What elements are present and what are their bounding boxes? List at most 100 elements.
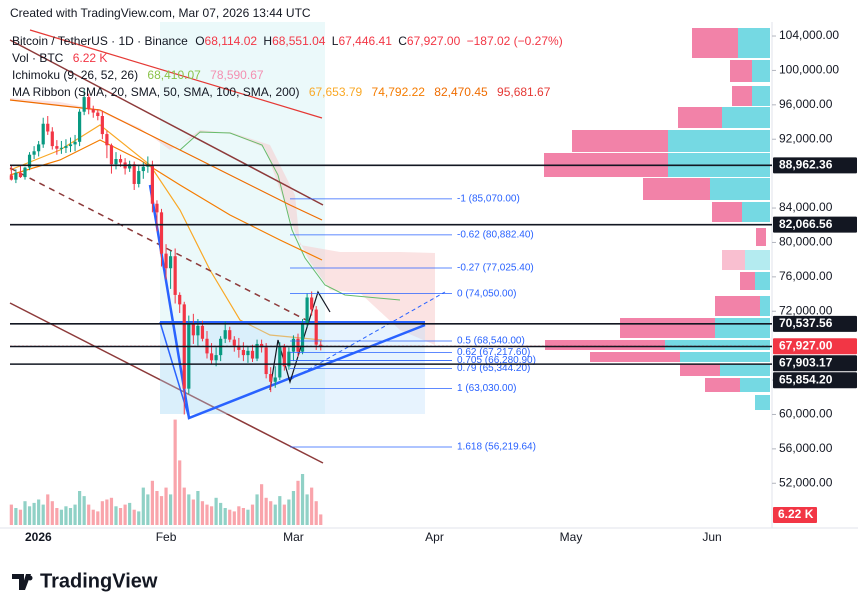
ichimoku-value: 78,590.67 — [210, 68, 264, 82]
volume-bar — [300, 474, 305, 525]
volume-bar — [14, 508, 18, 525]
volume-bar — [96, 511, 100, 525]
volume-tag — [773, 507, 817, 523]
candle-body — [269, 374, 273, 382]
candle-body — [191, 324, 195, 336]
candle-body — [32, 151, 36, 155]
volume-bar — [228, 509, 232, 525]
candle-body — [200, 325, 205, 339]
volume-bar — [146, 494, 150, 525]
volume-bar — [150, 480, 154, 525]
candle-body — [214, 355, 218, 361]
volume-bar — [155, 491, 159, 525]
volume-bar — [246, 509, 250, 525]
price-tag-label: 82,066.56 — [779, 217, 833, 231]
fib-label: 0.705 (66,280.90) — [457, 355, 536, 366]
volume-tag-label: 6.22 K — [778, 507, 814, 521]
volume-bar — [241, 508, 245, 525]
volume-bar — [237, 506, 241, 525]
ma-value: 67,653.79 — [309, 85, 363, 99]
volume-value: 6.22 K — [73, 51, 108, 65]
candle-body — [132, 164, 136, 184]
x-tick-label: Jun — [702, 530, 721, 544]
candle-body — [209, 353, 214, 361]
volume-bar — [41, 504, 45, 525]
y-tick-label: 72,000.00 — [779, 303, 833, 317]
volume-bar — [250, 504, 255, 525]
volume-bar — [18, 509, 23, 525]
volume-bar — [319, 514, 323, 525]
candle-body — [241, 349, 245, 356]
y-tick-label: 76,000.00 — [779, 269, 833, 283]
price-tag — [773, 315, 857, 332]
volume-bar — [273, 504, 277, 525]
volume-bar — [260, 484, 264, 525]
candle-body — [78, 111, 82, 142]
fib-label: 1.618 (56,219.64) — [457, 442, 536, 453]
candle-body — [287, 351, 291, 367]
candle-body — [164, 253, 168, 269]
y-tick-label: 92,000.00 — [779, 131, 833, 145]
volume-bar — [159, 496, 164, 525]
candle-body — [114, 159, 118, 165]
price-tag-label: 70,537.56 — [779, 316, 833, 330]
volume-bar — [123, 504, 127, 525]
volume-profile — [544, 28, 770, 410]
volume-bar — [37, 499, 41, 525]
candle-body — [273, 377, 277, 382]
volume-bar — [187, 494, 191, 525]
candle-body — [314, 309, 318, 345]
candle-body — [82, 97, 86, 112]
quote-key: C — [398, 34, 407, 48]
candle-body — [260, 343, 264, 348]
logo-text: TradingView — [40, 570, 158, 592]
volume-bar — [23, 501, 27, 525]
quote-value: 68,551.04 — [272, 34, 326, 48]
candle-body — [64, 146, 68, 148]
candle-body — [246, 350, 250, 356]
x-tick-label: 2026 — [25, 530, 52, 544]
y-tick-label: 56,000.00 — [779, 441, 833, 455]
quote-value: 67,446.41 — [338, 34, 392, 48]
legend-line: Bitcoin / TetherUS · 1D · Binance O68,11… — [12, 34, 563, 48]
ichimoku-value: 68,410.07 — [147, 68, 201, 82]
candle-body — [73, 141, 77, 145]
candle-body — [264, 347, 268, 375]
symbol: Bitcoin / TetherUS · 1D · Binance — [12, 34, 188, 48]
credit: Created with TradingView.com, Mar 07, 20… — [10, 6, 311, 20]
candle-body — [96, 112, 100, 117]
fib-label: -1 (85,070.00) — [457, 193, 520, 204]
volume-bar — [64, 506, 68, 525]
candle-body — [55, 146, 59, 149]
candle-body — [50, 131, 54, 147]
logo: TradingView — [12, 570, 158, 592]
ma-value: 74,792.22 — [372, 85, 426, 99]
legend-line: MA Ribbon (SMA, 20, SMA, 50, SMA, 100, S… — [12, 85, 551, 99]
y-tick-label: 104,000.00 — [779, 28, 839, 42]
volume-bar — [68, 508, 73, 525]
volume-bar — [91, 509, 95, 525]
fib-label: -0.27 (77,025.40) — [457, 263, 534, 274]
volume-bar — [314, 501, 318, 525]
volume-bar — [32, 502, 36, 525]
candle-body — [105, 134, 109, 146]
volume-bar — [164, 487, 168, 525]
volume-bar — [287, 499, 291, 525]
volume-bar — [264, 497, 268, 525]
candle-body — [300, 323, 305, 352]
candle-body — [291, 338, 296, 352]
volume-name: Vol · BTC — [12, 51, 64, 65]
volume-bar — [178, 460, 182, 525]
candles — [9, 89, 323, 525]
quote-change: −187.02 (−0.27%) — [467, 34, 563, 48]
fib-label: -0.62 (80,882.40) — [457, 229, 534, 240]
candle-body — [310, 297, 314, 310]
candle-body — [23, 167, 27, 178]
volume-bar — [50, 501, 54, 525]
volume-bar — [82, 496, 86, 525]
candle-body — [250, 350, 255, 359]
volume-bar — [109, 497, 114, 525]
volume-bar — [223, 508, 227, 525]
volume-bar — [55, 508, 59, 525]
